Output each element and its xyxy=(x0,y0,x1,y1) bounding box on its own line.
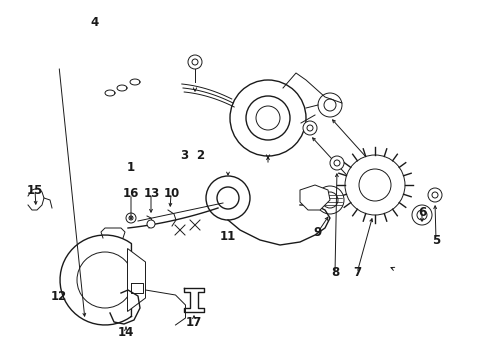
Circle shape xyxy=(334,160,340,166)
Circle shape xyxy=(129,216,133,220)
Text: 14: 14 xyxy=(118,327,134,339)
Text: 11: 11 xyxy=(220,230,236,243)
Circle shape xyxy=(322,192,338,208)
Circle shape xyxy=(428,188,442,202)
Text: 1: 1 xyxy=(127,161,135,174)
Circle shape xyxy=(359,169,391,201)
Circle shape xyxy=(303,121,317,135)
Circle shape xyxy=(192,59,198,65)
Circle shape xyxy=(324,99,336,111)
Text: 3: 3 xyxy=(180,149,188,162)
Text: 4: 4 xyxy=(91,15,99,28)
Circle shape xyxy=(318,93,342,117)
Circle shape xyxy=(307,125,313,131)
Text: 8: 8 xyxy=(331,266,339,279)
Text: 10: 10 xyxy=(164,186,180,199)
Text: 13: 13 xyxy=(144,186,160,199)
Circle shape xyxy=(230,80,306,156)
Circle shape xyxy=(147,220,155,228)
Circle shape xyxy=(246,96,290,140)
Circle shape xyxy=(330,156,344,170)
Circle shape xyxy=(432,192,438,198)
Circle shape xyxy=(206,176,250,220)
Text: 6: 6 xyxy=(418,206,426,219)
Circle shape xyxy=(417,210,427,220)
Polygon shape xyxy=(300,185,330,210)
Circle shape xyxy=(77,252,133,308)
Text: 7: 7 xyxy=(353,266,361,279)
Text: 17: 17 xyxy=(186,316,202,329)
Circle shape xyxy=(188,55,202,69)
Text: 9: 9 xyxy=(314,225,322,239)
Circle shape xyxy=(345,155,405,215)
Text: 5: 5 xyxy=(432,234,440,247)
Circle shape xyxy=(256,106,280,130)
Text: 12: 12 xyxy=(51,291,67,303)
Circle shape xyxy=(412,205,432,225)
Text: 16: 16 xyxy=(123,186,139,199)
Circle shape xyxy=(126,213,136,223)
Polygon shape xyxy=(127,248,146,311)
Circle shape xyxy=(316,186,344,214)
Text: 2: 2 xyxy=(196,149,204,162)
Text: 15: 15 xyxy=(27,184,43,197)
Circle shape xyxy=(217,187,239,209)
